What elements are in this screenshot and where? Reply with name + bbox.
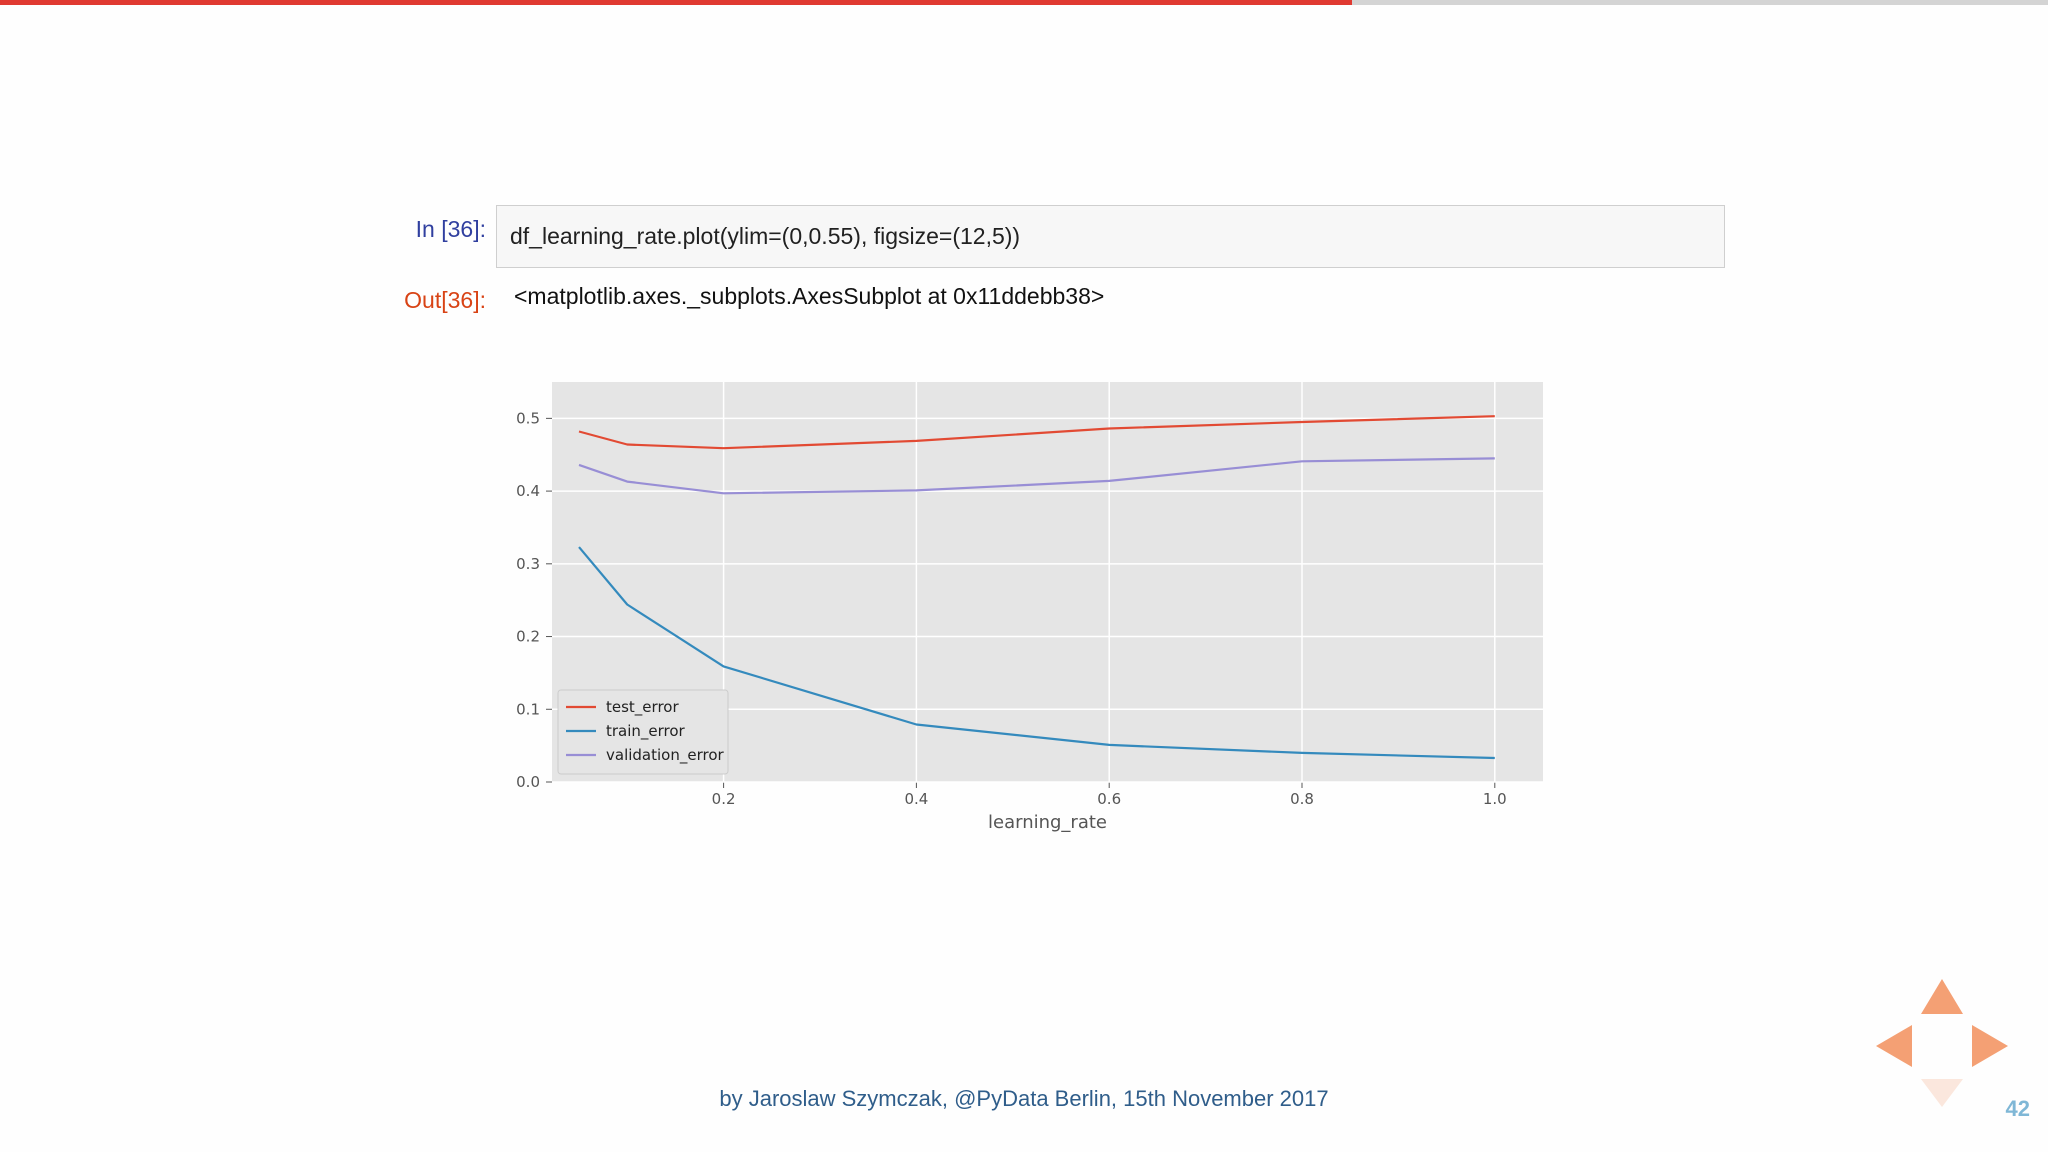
y-tick-label: 0.4 [516,482,540,500]
x-tick-label: 1.0 [1483,790,1507,808]
slide-footer: by Jaroslaw Szymczak, @PyData Berlin, 15… [719,1086,1329,1111]
code-cell[interactable]: df_learning_rate.plot(ylim=(0,0.55), fig… [496,205,1725,268]
nav-down-arrow-icon[interactable] [1921,1079,1963,1107]
y-tick-label: 0.1 [516,700,540,718]
nav-up-arrow-icon[interactable] [1921,979,1963,1014]
input-prompt: In [36]: [415,216,486,242]
legend-label: train_error [606,722,686,741]
output-text: <matplotlib.axes._subplots.AxesSubplot a… [514,283,1105,309]
slide-navigation [1872,976,2012,1116]
x-tick-label: 0.8 [1290,790,1314,808]
x-tick-label: 0.4 [904,790,928,808]
x-tick-label: 0.6 [1097,790,1121,808]
line-chart: 0.2 0.4 0.6 0.8 1.0 0.0 0.1 0.2 0.3 0.4 0.5 learnin… [516,382,1543,833]
output-prompt: Out[36]: [404,287,486,313]
nav-right-arrow-icon[interactable] [1972,1025,2008,1067]
y-tick-label: 0.2 [516,628,540,646]
series-line-train-error [578,546,1495,760]
progress-track [0,0,2048,5]
nav-left-arrow-icon[interactable] [1876,1025,1912,1067]
series-line-test-error [578,415,1495,450]
y-tick-label: 0.0 [516,773,540,791]
x-axis-label: learning_rate [988,812,1107,833]
y-tick-label: 0.5 [516,409,540,427]
legend-label: validation_error [606,746,724,765]
y-tick-label: 0.3 [516,555,540,573]
legend-label: test_error [606,698,679,717]
slide-number: 42 [2005,1096,2030,1121]
code-text: df_learning_rate.plot(ylim=(0,0.55), fig… [510,223,1021,249]
progress-fill [0,0,1352,5]
x-tick-label: 0.2 [712,790,736,808]
series-line-validation-error [578,457,1495,495]
legend-box [557,689,729,775]
